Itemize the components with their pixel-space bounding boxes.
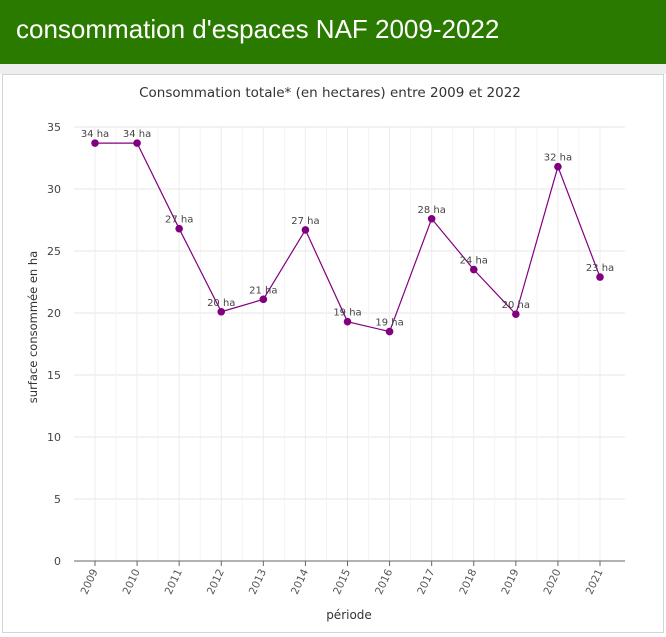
x-tick-label: 2015 <box>331 567 353 596</box>
x-axis-ticks: 2009 2010 2011 2012 2013 2014 2015 2016 2017 2018… <box>79 561 606 596</box>
app-header: consommation d'espaces NAF 2009-2022 <box>0 0 666 65</box>
data-label: 19 ha <box>333 308 361 319</box>
y-tick-label: 5 <box>54 493 61 506</box>
data-label: 20 ha <box>502 300 530 311</box>
y-tick-label: 30 <box>47 183 61 196</box>
x-tick-label: 2021 <box>584 567 606 596</box>
data-label: 24 ha <box>460 256 488 267</box>
data-label: 27 ha <box>291 216 319 227</box>
data-label: 27 ha <box>165 215 193 226</box>
header-divider <box>0 64 666 74</box>
chart-series <box>91 139 604 336</box>
data-point <box>91 139 99 147</box>
data-point <box>596 273 604 281</box>
data-label: 32 ha <box>544 153 572 164</box>
data-point <box>217 307 226 316</box>
y-axis-ticks: 0 5 10 15 20 25 30 35 <box>47 121 61 568</box>
x-tick-label: 2014 <box>289 567 311 597</box>
data-label: 34 ha <box>81 129 109 140</box>
x-tick-label: 2013 <box>247 567 269 596</box>
data-point <box>554 162 562 171</box>
data-label: 34 ha <box>123 129 151 140</box>
data-label: 28 ha <box>417 205 445 216</box>
data-label: 21 ha <box>249 285 277 296</box>
y-tick-label: 0 <box>54 555 61 568</box>
data-label: 23 ha <box>586 263 614 274</box>
data-point <box>175 224 183 233</box>
data-point <box>133 139 141 147</box>
x-tick-label: 2009 <box>79 567 101 596</box>
x-tick-label: 2016 <box>373 567 395 597</box>
data-point <box>343 317 352 326</box>
x-tick-label: 2018 <box>457 567 479 596</box>
data-point <box>427 214 436 223</box>
data-label: 20 ha <box>207 298 235 309</box>
data-point <box>512 310 520 319</box>
x-tick-label: 2011 <box>163 567 185 596</box>
x-tick-label: 2010 <box>121 567 143 596</box>
chart-grid <box>74 126 625 561</box>
x-tick-label: 2020 <box>541 567 563 596</box>
x-tick-label: 2017 <box>415 567 437 596</box>
data-labels: 34 ha 34 ha 27 ha 20 ha 21 ha 27 ha 19 ha 19 ha… <box>81 129 614 328</box>
y-tick-label: 15 <box>47 369 61 382</box>
y-tick-label: 25 <box>47 245 61 258</box>
x-tick-label: 2019 <box>499 567 521 596</box>
data-label: 19 ha <box>375 318 403 329</box>
x-axis-label: période <box>326 608 372 622</box>
y-tick-label: 35 <box>47 121 61 134</box>
y-tick-label: 20 <box>47 307 61 320</box>
chart-title: Consommation totale* (en hectares) entre… <box>139 85 521 101</box>
data-point <box>259 295 268 304</box>
data-point <box>469 265 478 274</box>
data-point <box>301 226 310 234</box>
y-tick-label: 10 <box>47 431 61 444</box>
data-point <box>385 327 394 336</box>
y-axis-label: surface consommée en ha <box>26 251 40 403</box>
x-tick-label: 2012 <box>205 567 227 596</box>
line-chart: Consommation totale* (en hectares) entre… <box>26 85 625 622</box>
page-title: consommation d'espaces NAF 2009-2022 <box>16 14 500 44</box>
chart-panel: Consommation totale* (en hectares) entre… <box>2 74 664 633</box>
